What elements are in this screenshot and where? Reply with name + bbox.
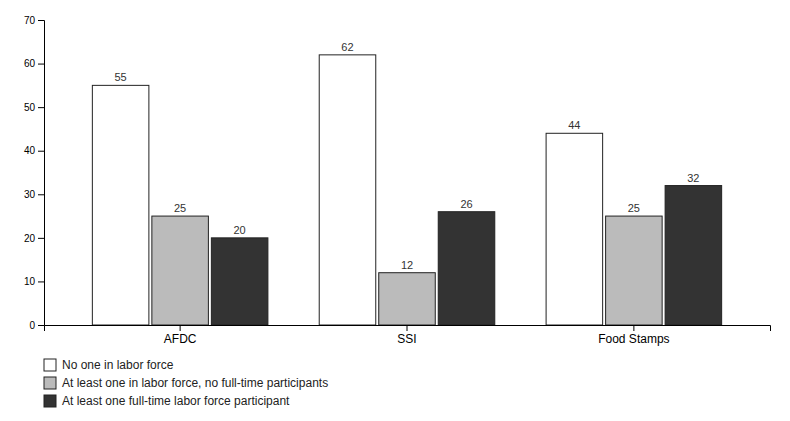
tick: 40 — [24, 145, 44, 156]
data-label: 44 — [568, 119, 580, 131]
tick-label: 40 — [24, 145, 36, 156]
tick: 30 — [24, 189, 44, 200]
bar — [606, 216, 663, 325]
tick-label: 50 — [24, 102, 36, 113]
tick-label: 0 — [29, 320, 35, 331]
tick: AFDC — [164, 325, 197, 346]
tick-mark — [38, 238, 44, 239]
data-label: 12 — [401, 259, 413, 271]
tick: 20 — [24, 233, 44, 244]
chart: 0 10 20 30 40 50 60 70 AFDC SSI Food Stamps 55 62 44 2… — [0, 0, 790, 421]
data-label: 25 — [174, 202, 186, 214]
tick-mark — [38, 151, 44, 152]
bar — [438, 212, 495, 325]
tick-label: 70 — [24, 15, 36, 26]
tick-mark — [38, 281, 44, 282]
data-label: 25 — [628, 202, 640, 214]
legend-label: No one in labor force — [62, 358, 174, 372]
tick-mark — [633, 325, 634, 331]
tick-label: 10 — [24, 276, 36, 287]
tick-mark — [38, 20, 44, 21]
tick-label: Food Stamps — [598, 332, 669, 346]
y-axis: 0 10 20 30 40 50 60 70 — [24, 15, 45, 331]
tick-mark — [38, 107, 44, 108]
tick-label: 30 — [24, 189, 36, 200]
axis-line — [45, 326, 771, 332]
legend-item: At least one in labor force, no full-tim… — [44, 376, 328, 390]
legend-label: At least one in labor force, no full-tim… — [62, 376, 328, 390]
tick-mark — [38, 194, 44, 195]
bar — [152, 216, 209, 325]
bars — [92, 55, 721, 325]
data-label: 26 — [460, 198, 472, 210]
tick-label: SSI — [397, 332, 416, 346]
legend-label: At least one full-time labor force parti… — [62, 394, 290, 408]
legend-item: No one in labor force — [44, 358, 174, 372]
plot: 0 10 20 30 40 50 60 70 AFDC SSI Food Stamps 55 62 44 2… — [24, 15, 771, 346]
tick: SSI — [397, 325, 416, 346]
legend-swatch — [44, 377, 56, 389]
legend-swatch — [44, 395, 56, 407]
bar — [319, 55, 376, 325]
data-label: 55 — [114, 71, 126, 83]
bar — [379, 273, 436, 325]
legend-swatch — [44, 359, 56, 371]
tick-label: 60 — [24, 58, 36, 69]
legend: No one in labor force At least one in lab… — [44, 358, 328, 408]
tick-mark — [407, 325, 408, 331]
tick-label: AFDC — [164, 332, 197, 346]
data-label: 20 — [234, 224, 246, 236]
x-axis: AFDC SSI Food Stamps — [45, 325, 771, 346]
bar — [211, 238, 268, 325]
tick: 0 — [29, 320, 44, 331]
bar — [665, 186, 722, 325]
bar — [546, 133, 603, 325]
tick: 60 — [24, 58, 44, 69]
axis-line — [38, 21, 45, 326]
tick: 50 — [24, 102, 44, 113]
tick: 70 — [24, 15, 44, 26]
tick-mark — [38, 325, 44, 326]
legend-item: At least one full-time labor force parti… — [44, 394, 290, 408]
tick-mark — [38, 64, 44, 65]
data-labels: 55 62 44 25 12 25 20 26 32 — [114, 41, 699, 271]
bar — [92, 85, 149, 325]
data-label: 62 — [341, 41, 353, 53]
tick-mark — [180, 325, 181, 331]
tick: 10 — [24, 276, 44, 287]
tick: Food Stamps — [598, 325, 669, 346]
data-label: 32 — [687, 172, 699, 184]
tick-label: 20 — [24, 233, 36, 244]
